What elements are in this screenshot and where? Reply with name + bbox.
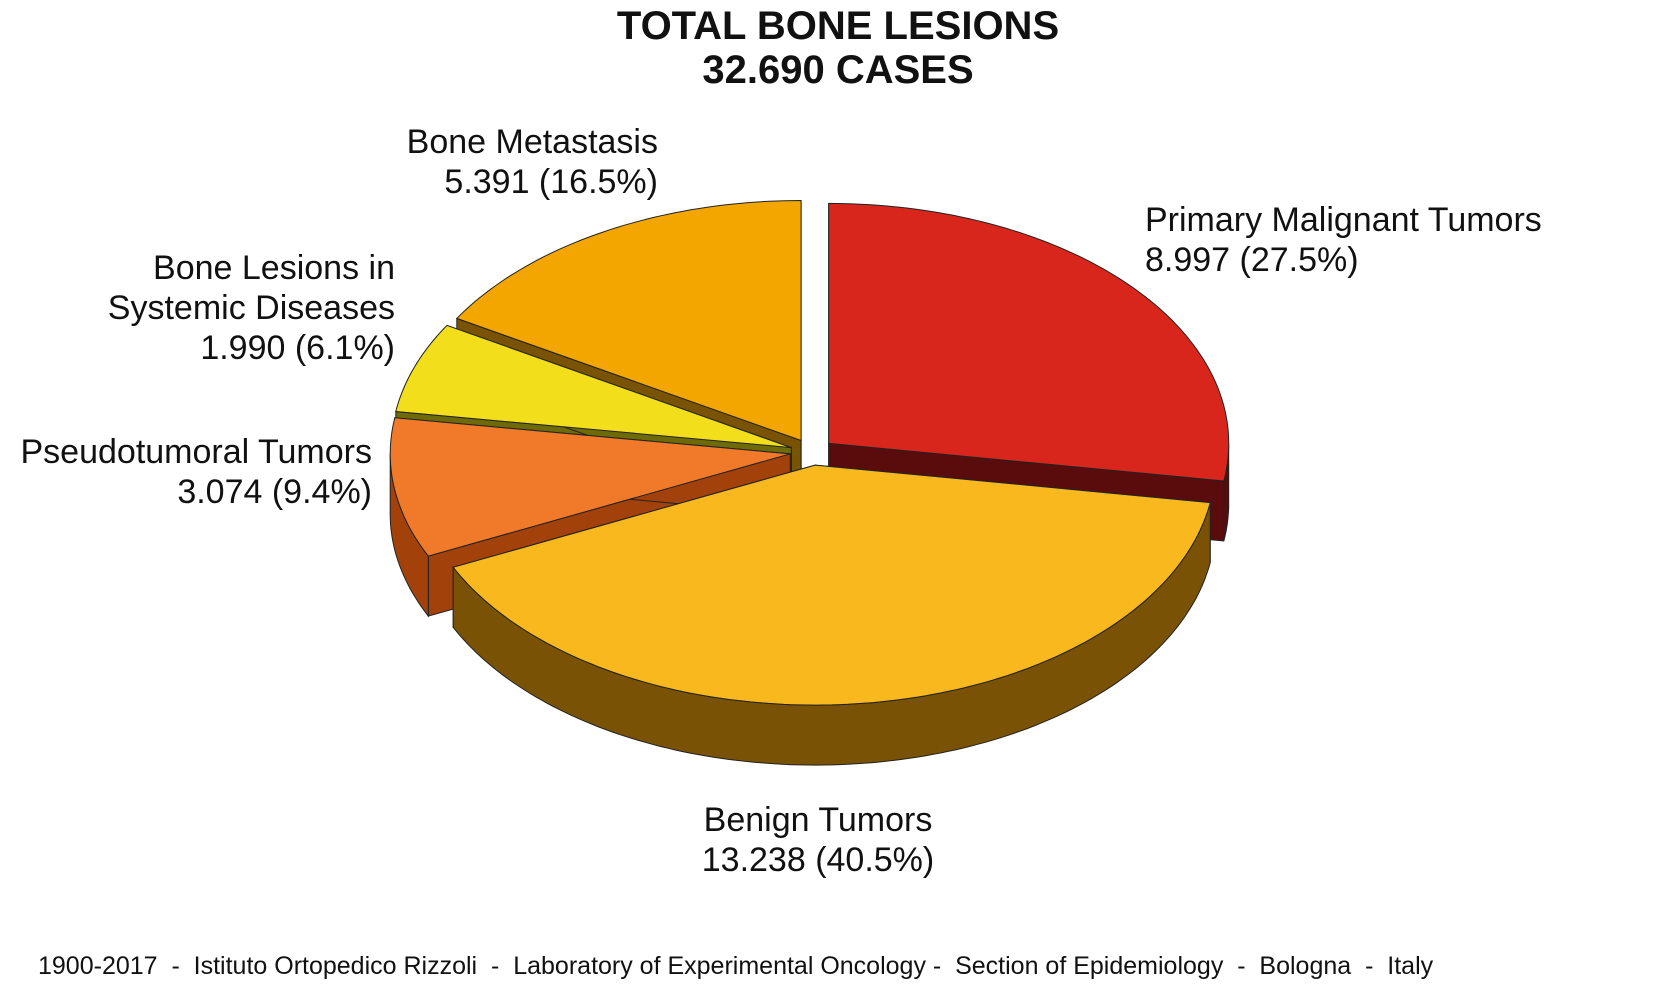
category-label: Pseudotumoral Tumors: [20, 433, 373, 471]
value-label: 5.391 (16.5%): [444, 163, 658, 201]
slice-label: Pseudotumoral Tumors 3.074 (9.4%): [21, 432, 373, 512]
slice: [452, 464, 1211, 706]
slice: [395, 324, 792, 449]
value-label: 13.238 (40.5%): [701, 841, 935, 879]
value-label: 1.990 (6.1%): [200, 329, 395, 367]
category-label: Bone Metastasis: [406, 123, 658, 161]
slice: [389, 417, 791, 557]
footer: 1900-2017 - Istituto Ortopedico Rizzoli …: [38, 952, 1434, 980]
value-label: 8.997 (27.5%): [1145, 241, 1359, 279]
category-label: Primary Malignant Tumors: [1145, 201, 1542, 239]
chart-title: TOTAL BONE LESIONS: [616, 4, 1060, 48]
slice-label: Benign Tumors 13.238 (40.5%): [618, 800, 1018, 880]
slice: [828, 202, 1230, 482]
slice-label: Bone Lesions in Systemic Diseases 1.990 (…: [65, 248, 395, 368]
category-label: Benign Tumors: [703, 801, 933, 839]
slice: [455, 199, 802, 442]
category-label: Bone Lesions in Systemic Diseases: [107, 249, 395, 327]
slice-label: Primary Malignant Tumors 8.997 (27.5%): [1145, 200, 1542, 280]
value-label: 3.074 (9.4%): [177, 473, 372, 511]
chart-subtitle: 32.690 CASES: [702, 48, 974, 92]
slice-label: Bone Metastasis 5.391 (16.5%): [407, 122, 658, 202]
